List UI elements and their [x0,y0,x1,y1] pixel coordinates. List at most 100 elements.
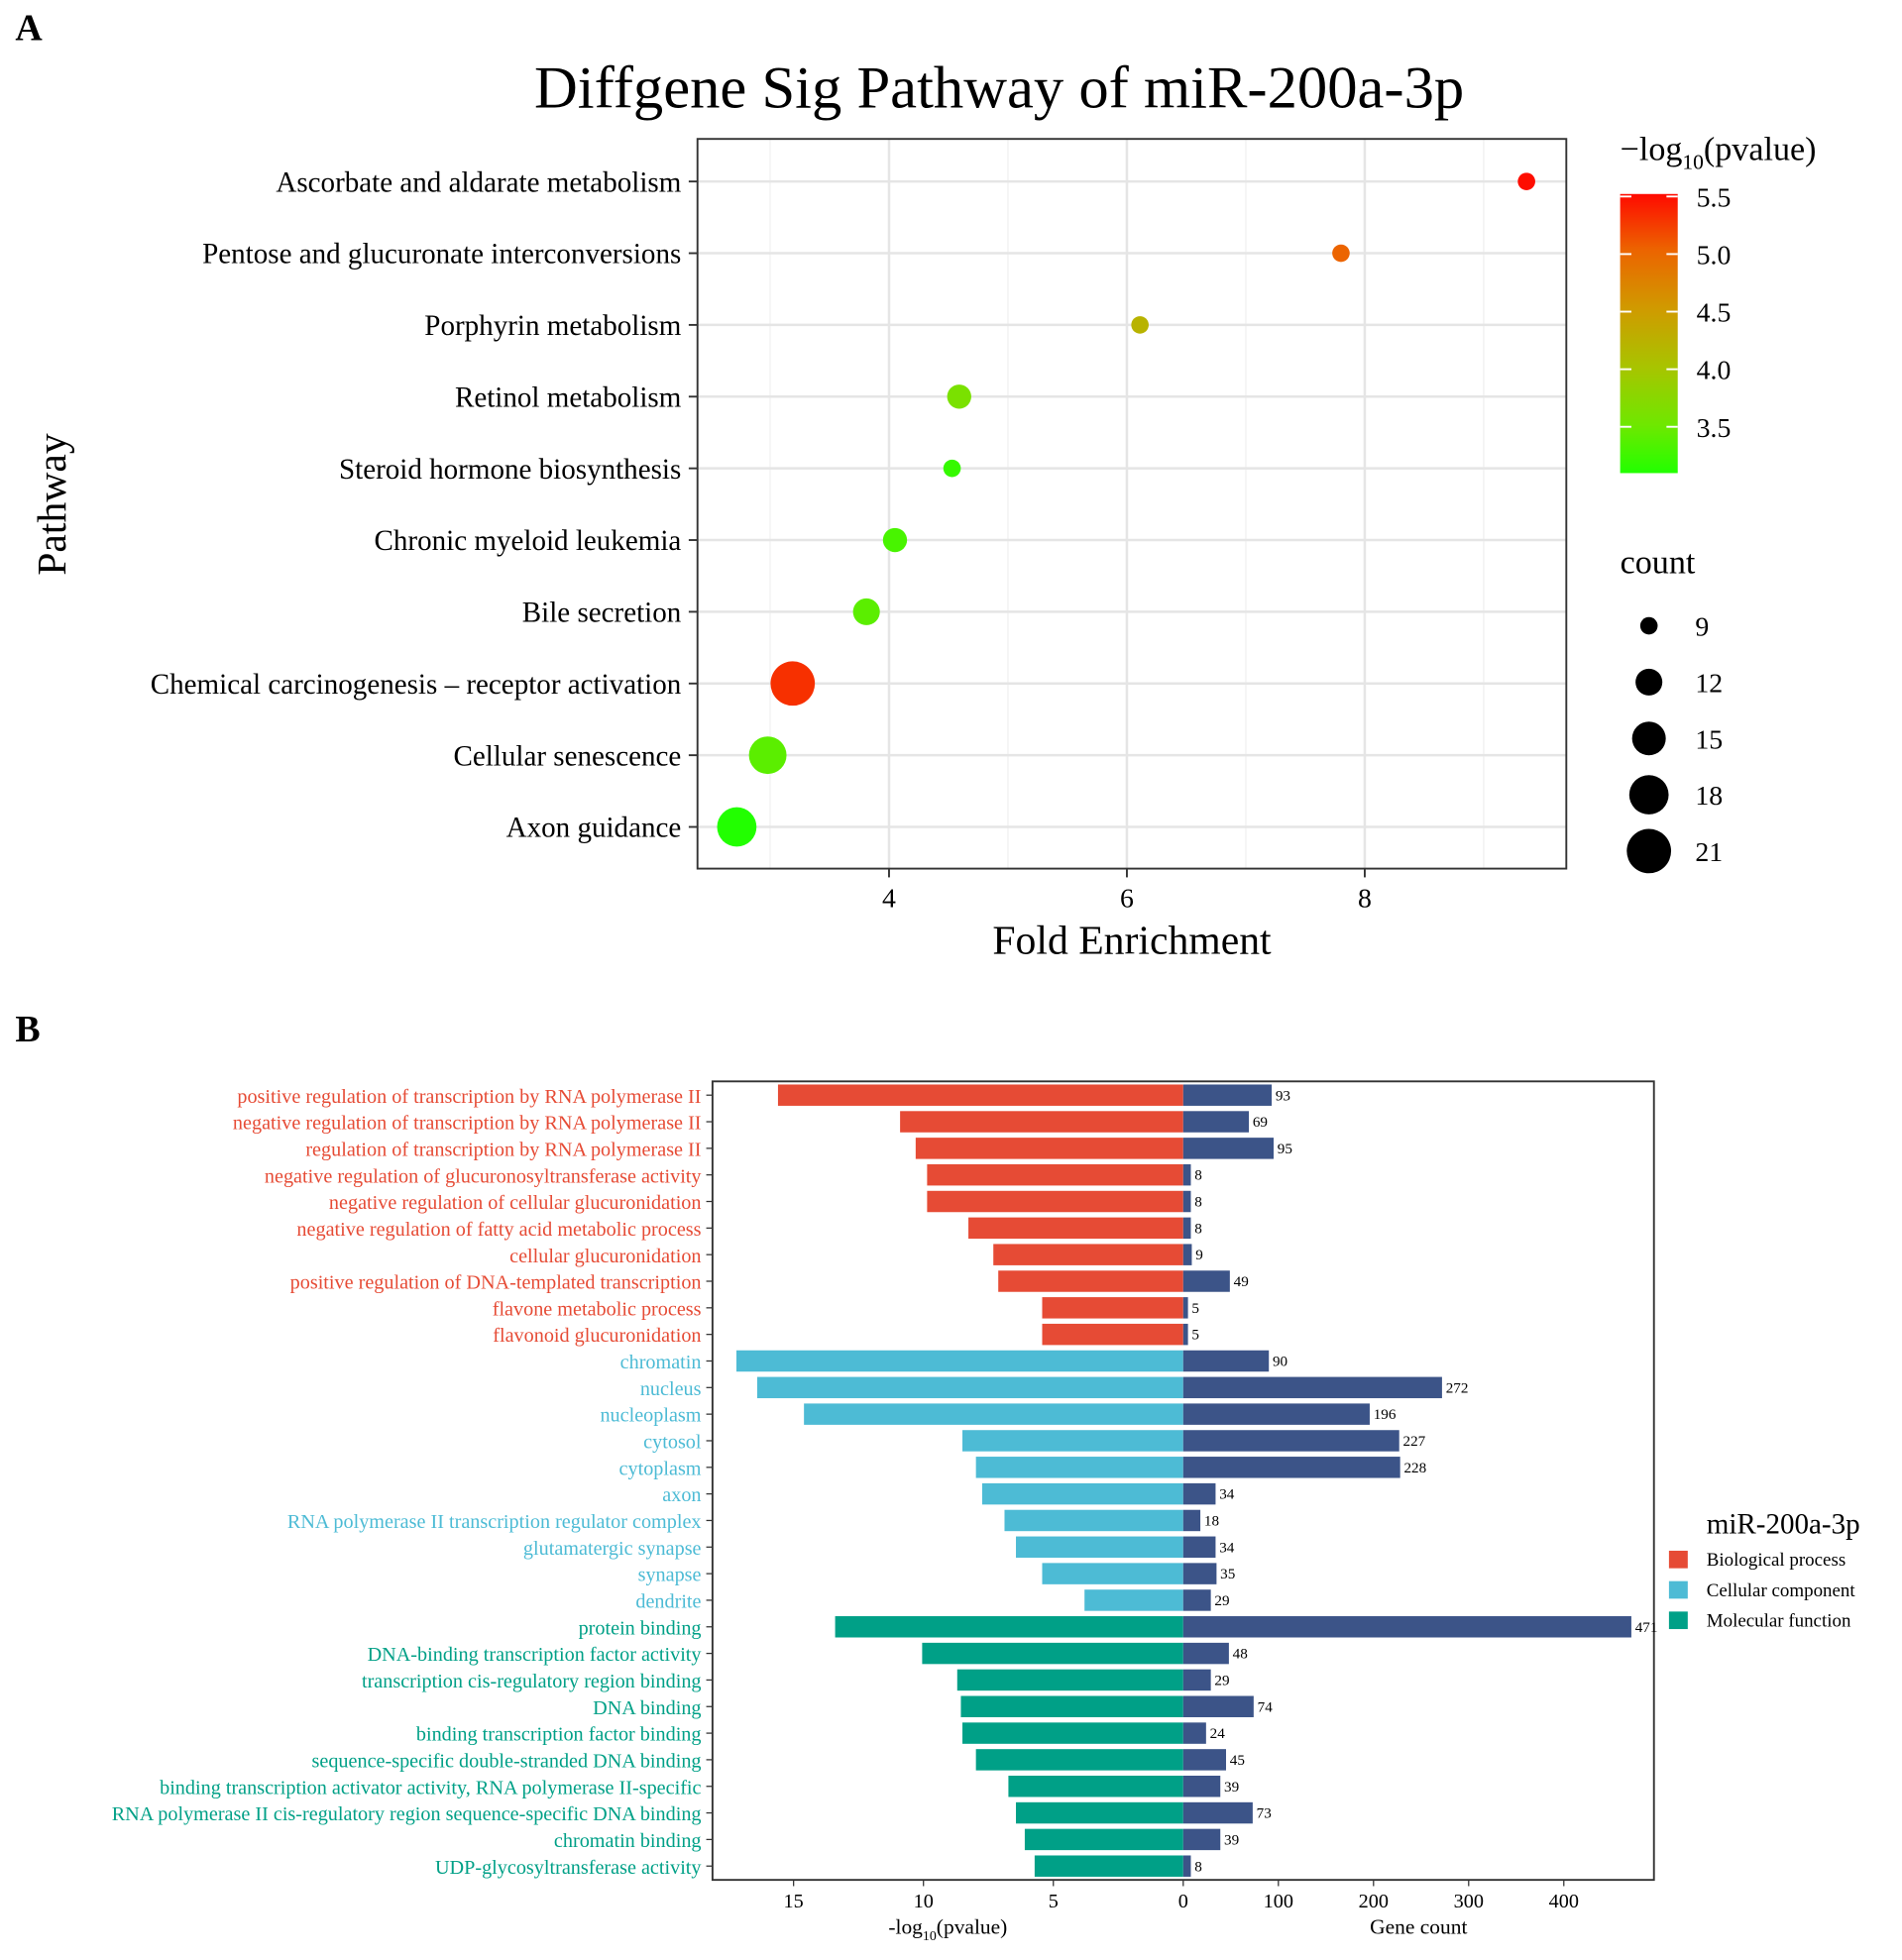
gene-count-bar [1182,1297,1188,1319]
x-tick-label: 8 [1358,884,1372,915]
gene-count-label: 49 [1234,1273,1249,1290]
pvalue-bar [777,1084,1183,1106]
y-tick-label: negative regulation of cellular glucuron… [329,1192,702,1214]
pvalue-bar [1016,1801,1183,1824]
gene-count-label: 34 [1219,1539,1235,1556]
size-legend-title: count [1621,544,1696,581]
x-tick-label: 100 [1264,1891,1293,1912]
chart-title: Diffgene Sig Pathway of miR-200a-3p [534,55,1464,122]
pvalue-bar [1024,1828,1183,1851]
gene-count-bar [1182,1244,1192,1265]
data-point [717,807,757,847]
gene-count-label: 471 [1635,1619,1658,1636]
pvalue-bar [1042,1323,1183,1346]
plot-background [697,139,1567,869]
panel-label-a: A [15,7,43,49]
gene-count-bar [1182,1190,1191,1213]
y-tick-label: DNA binding [593,1697,701,1719]
legend-title: miR-200a-3p [1707,1508,1860,1540]
gene-count-label: 29 [1214,1592,1229,1609]
y-tick-label: Cellular senescence [453,740,681,772]
gene-count-label: 8 [1194,1220,1202,1237]
gene-count-bar [1182,1669,1211,1691]
size-legend-dot [1639,616,1658,635]
y-tick-label: Bile secretion [522,598,682,629]
gene-count-label: 45 [1230,1752,1245,1769]
gene-count-bar [1182,1616,1631,1638]
gene-count-label: 35 [1220,1566,1235,1582]
y-tick-label: negative regulation of transcription by … [233,1113,702,1135]
legend-swatch [1668,1550,1688,1569]
y-tick-label: Chronic myeloid leukemia [375,525,682,557]
legend-title-sub: 10 [1682,151,1703,174]
gene-count-label: 272 [1446,1379,1469,1396]
x-tick-label: 4 [882,884,896,915]
data-point [947,384,971,409]
gene-count-label: 228 [1403,1460,1426,1476]
x-tick-label: 200 [1359,1891,1389,1912]
gene-count-bar [1182,1855,1191,1877]
gene-count-label: 5 [1191,1327,1199,1344]
size-legend-dot [1628,775,1669,815]
axis-label-part: -log [888,1914,923,1938]
y-tick-label: cellular glucuronidation [509,1246,701,1267]
legend-label: Biological process [1707,1550,1846,1571]
data-point [943,459,961,478]
pvalue-bar [1008,1775,1183,1797]
y-tick-label: Chemical carcinogenesis – receptor activ… [151,669,682,701]
y-tick-label: axon [662,1484,701,1506]
pvalue-bar [915,1138,1183,1159]
gene-count-bar [1182,1536,1216,1559]
pvalue-bar [956,1669,1183,1691]
x-axis-label-right: Gene count [1370,1914,1467,1938]
x-tick-label: 15 [784,1891,804,1912]
gene-count-bar [1182,1695,1254,1717]
pvalue-bar [927,1163,1183,1186]
gene-count-bar [1182,1217,1191,1240]
pvalue-bar [922,1642,1183,1665]
y-tick-label: negative regulation of fatty acid metabo… [296,1219,701,1241]
y-tick-label: DNA-binding transcription factor activit… [368,1644,703,1666]
data-point [770,661,816,707]
color-legend-label: 5.0 [1697,241,1732,272]
y-tick-label: Axon guidance [506,813,682,844]
gene-count-label: 73 [1257,1805,1272,1822]
gene-count-bar [1182,1509,1201,1532]
size-legend-dot [1626,828,1672,874]
y-tick-label: flavone metabolic process [493,1298,702,1320]
size-legend-label: 21 [1695,837,1723,868]
panel-label-b: B [15,1009,40,1050]
x-tick-label: 6 [1120,884,1134,915]
gene-count-label: 74 [1258,1698,1274,1715]
color-legend-label: 4.0 [1697,356,1732,386]
y-tick-label: synapse [638,1565,702,1586]
gene-count-bar [1182,1722,1206,1744]
x-axis-label: Fold Enrichment [992,918,1272,963]
legend-label: Cellular component [1707,1580,1856,1601]
y-tick-label: Pentose and glucuronate interconversions [202,239,681,271]
data-point [748,736,787,775]
x-tick-label: 10 [914,1891,934,1912]
data-point [882,527,908,553]
gene-count-bar [1182,1323,1188,1346]
size-legend-label: 15 [1695,724,1723,755]
gene-count-label: 90 [1273,1354,1287,1370]
data-point [1517,172,1535,190]
gene-count-label: 29 [1214,1672,1229,1688]
x-axis-label-left: -log10(pvalue) [888,1914,1007,1943]
pvalue-bar [1084,1589,1183,1611]
pvalue-bar [1034,1855,1183,1877]
pvalue-bar [1042,1563,1183,1584]
axis-label-sub: 10 [923,1929,937,1944]
pvalue-bar [981,1482,1183,1505]
gene-count-label: 24 [1210,1725,1226,1742]
y-tick-label: negative regulation of glucuronosyltrans… [265,1165,703,1187]
gene-count-label: 196 [1374,1406,1397,1423]
plot-border [711,1080,1655,1882]
gene-count-bar [1182,1084,1273,1106]
gene-count-bar [1182,1138,1274,1159]
gene-count-bar [1182,1270,1230,1292]
y-axis-label: Pathway [30,433,75,576]
gene-count-label: 39 [1224,1779,1239,1796]
